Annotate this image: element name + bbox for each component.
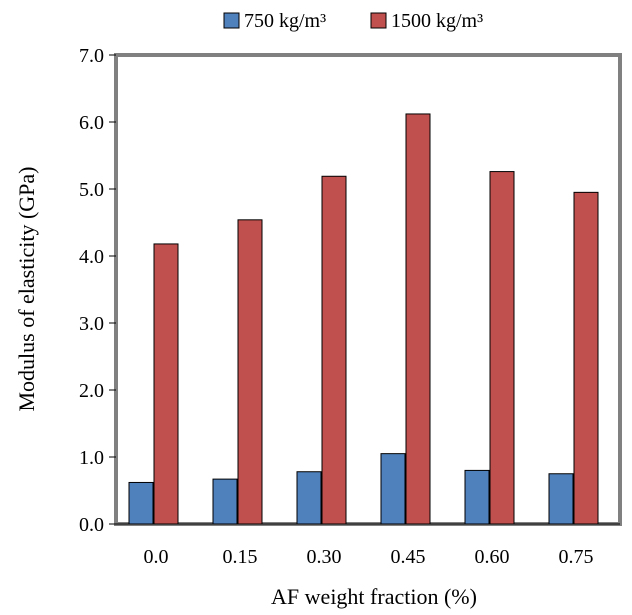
bar-1500-0.60 (489, 171, 515, 525)
plot-frame (114, 53, 622, 526)
y-tick-label: 0.0 (79, 514, 104, 536)
bar-750-0.75 (548, 473, 574, 525)
bars (128, 113, 599, 525)
legend-swatch-1500 (370, 12, 387, 29)
bar-750-0.0 (128, 481, 154, 525)
bar-750-0.15 (212, 478, 238, 525)
bar-750-0.45 (380, 453, 406, 525)
y-tick-label: 6.0 (79, 112, 104, 134)
y-tick-label: 5.0 (79, 179, 104, 201)
legend-label-750: 750 kg/m³ (244, 10, 326, 32)
y-tick-label: 2.0 (79, 380, 104, 402)
legend: 750 kg/m³ 1500 kg/m³ (223, 10, 483, 32)
y-axis-ticks: 0.0 1.0 2.0 3.0 4.0 5.0 6.0 7.0 (79, 45, 116, 536)
bar-750-0.60 (464, 469, 490, 525)
bar-1500-0.75 (573, 191, 599, 525)
plot-border (114, 53, 622, 526)
y-tick-label: 7.0 (79, 45, 104, 67)
bar-1500-0.45 (405, 113, 431, 525)
legend-swatch-750 (223, 12, 240, 29)
y-tick-label: 4.0 (79, 246, 104, 268)
x-tick-label: 0.75 (559, 546, 594, 568)
y-tick-label: 1.0 (79, 447, 104, 469)
bar-1500-0.15 (237, 219, 263, 525)
y-tick-label: 3.0 (79, 313, 104, 335)
x-tick-label: 0.15 (223, 546, 258, 568)
legend-label-1500: 1500 kg/m³ (391, 10, 483, 32)
x-axis-ticks: 0.0 0.15 0.30 0.45 0.60 0.75 (144, 546, 594, 568)
bar-1500-0.30 (321, 175, 347, 525)
bar-1500-0.0 (153, 243, 179, 525)
x-tick-label: 0.45 (391, 546, 426, 568)
x-axis-title: AF weight fraction (%) (271, 584, 477, 609)
x-tick-label: 0.30 (307, 546, 342, 568)
x-tick-label: 0.60 (475, 546, 510, 568)
x-tick-label: 0.0 (144, 546, 169, 568)
y-axis-title: Modulus of elasticity (GPa) (14, 166, 39, 411)
bar-750-0.30 (296, 471, 322, 525)
